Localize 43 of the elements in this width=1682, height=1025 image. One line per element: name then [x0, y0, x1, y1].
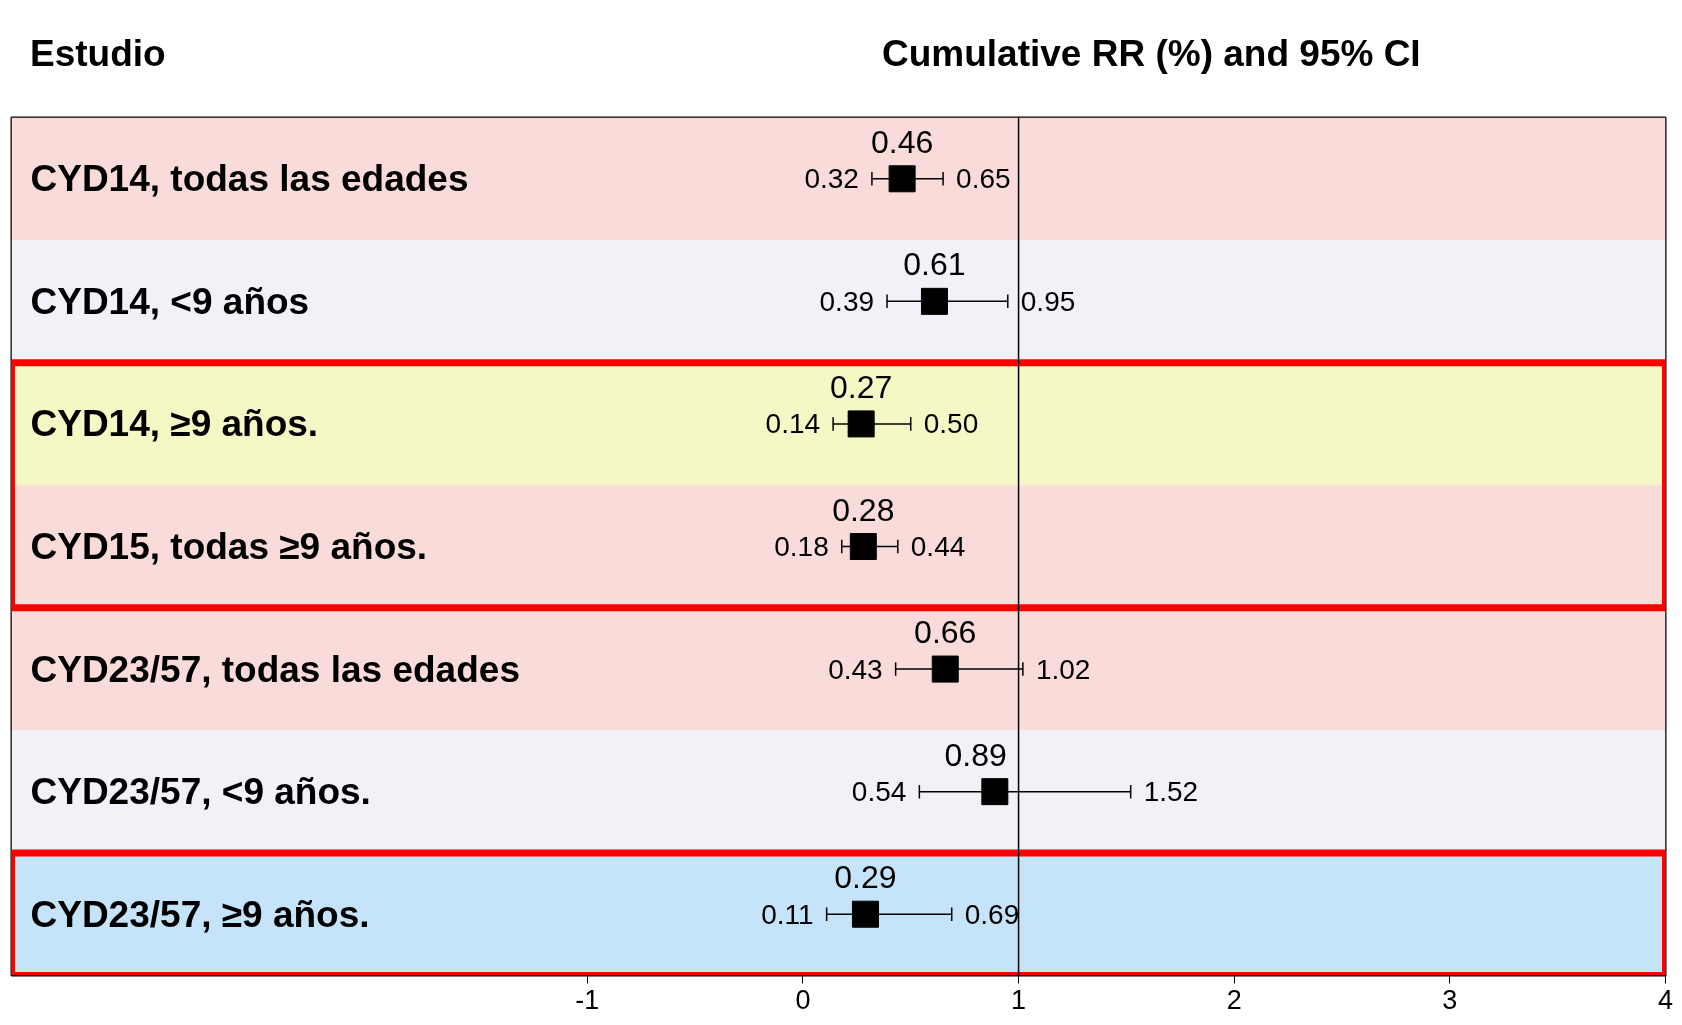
point [981, 778, 1009, 806]
annotation: 0.44 [910, 531, 966, 562]
y-axis-title: Estudio [30, 33, 166, 75]
data-label: 0.29 [834, 859, 897, 896]
point [920, 287, 948, 315]
x-tick-label: 4 [1657, 984, 1674, 1015]
data-label: 0.46 [870, 123, 934, 160]
y-tick-label: CYD23/57, ≥9 años. [30, 893, 370, 935]
x-tick-label: 3 [1442, 984, 1458, 1015]
point [849, 533, 877, 560]
chart-title: Cumulative RR (%) and 95% CI [882, 33, 1421, 75]
annotation: 0.50 [923, 408, 979, 440]
annotation: 1.52 [1143, 776, 1199, 808]
point [931, 655, 959, 683]
annotation: 1.02 [1035, 653, 1091, 685]
annotation: 0.65 [956, 163, 1011, 195]
data-label: 0.27 [830, 368, 893, 405]
annotation: 0.32 [804, 163, 859, 195]
point [851, 900, 879, 928]
annotation: 0.11 [761, 898, 814, 930]
x-tick-label: -1 [575, 984, 600, 1015]
data-label: 0.61 [903, 246, 966, 283]
y-tick-label: CYD23/57, todas las edades [30, 648, 520, 690]
y-tick-label: CYD14, todas las edades [30, 158, 469, 200]
annotation: 0.39 [819, 285, 875, 317]
annotation: 0.54 [851, 776, 907, 808]
x-tick-label: 1 [1011, 984, 1027, 1015]
point [888, 165, 916, 193]
y-tick-label: CYD23/57, <9 años. [30, 771, 371, 813]
annotation: 0.95 [1020, 285, 1076, 317]
y-tick-label: CYD14, <9 años [30, 280, 310, 322]
annotation: 0.43 [828, 653, 883, 685]
y-tick-label: CYD14, ≥9 años. [30, 403, 319, 445]
annotation: 0.69 [964, 898, 1020, 930]
data-label: 0.66 [914, 614, 977, 651]
annotation: 0.14 [765, 408, 821, 440]
data-label: 0.28 [832, 491, 895, 528]
y-tick-label: CYD15, todas ≥9 años. [30, 526, 428, 567]
x-tick-label: 0 [795, 984, 811, 1015]
data-label: 0.89 [944, 736, 1007, 773]
point [847, 410, 875, 438]
annotation: 0.18 [774, 531, 829, 562]
x-tick-label: 2 [1226, 984, 1242, 1015]
